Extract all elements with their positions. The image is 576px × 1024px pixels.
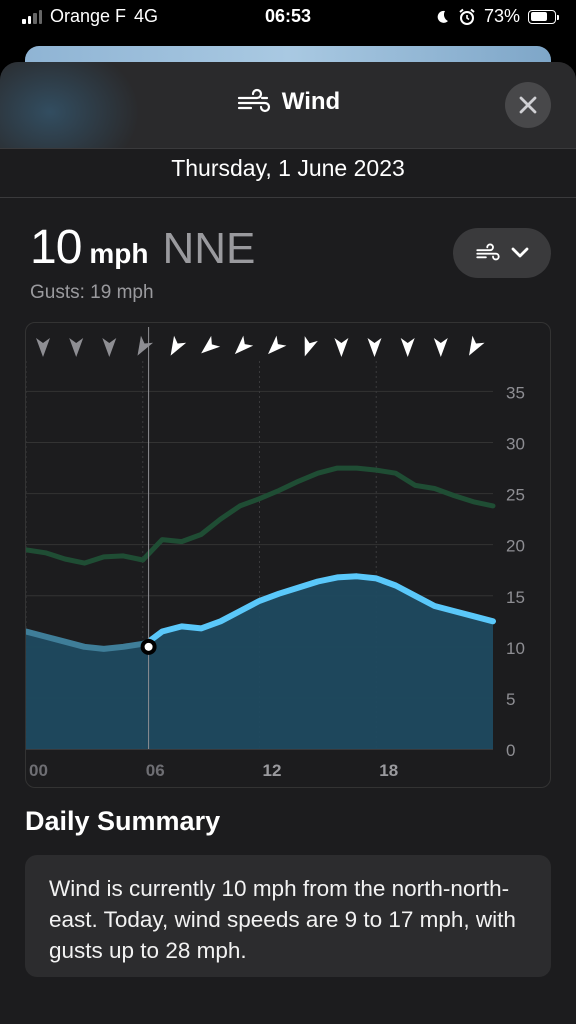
y-tick-label: 35 xyxy=(506,383,525,402)
wind-direction-arrow xyxy=(469,335,485,356)
gusts-label: Gusts: 19 mph xyxy=(30,282,154,303)
wind-icon xyxy=(237,88,270,113)
wind-direction-arrow xyxy=(367,338,382,357)
wind-direction-arrow xyxy=(433,338,448,357)
current-wind: 10 mph NNE xyxy=(30,220,255,275)
close-icon xyxy=(519,96,537,114)
wind-direction-arrow xyxy=(334,338,349,357)
wind-direction-arrow xyxy=(170,335,187,356)
wind-area xyxy=(26,576,493,749)
wind-direction-arrow xyxy=(201,335,221,354)
wind-direction-arrow xyxy=(36,338,50,357)
x-tick-label: 06 xyxy=(146,761,165,780)
y-tick-label: 20 xyxy=(506,537,525,556)
metric-selector-button[interactable] xyxy=(453,228,551,278)
carrier-label: Orange F xyxy=(50,6,127,26)
wind-direction-arrow xyxy=(400,338,415,357)
gust-line xyxy=(26,465,496,566)
wind-unit: mph xyxy=(89,238,149,269)
wind-direction-arrow xyxy=(137,335,154,356)
current-marker-dot xyxy=(144,642,153,651)
wind-direction-arrow xyxy=(268,335,287,355)
x-tick-label: 00 xyxy=(29,761,48,780)
x-tick-label: 18 xyxy=(379,761,398,780)
wind-line-past xyxy=(26,628,149,652)
wind-sheet: Wind Thursday, 1 June 2023 10 mph NNE Gu… xyxy=(0,62,576,1024)
alarm-icon xyxy=(459,8,475,25)
wind-chart[interactable]: 0 5 10 15 20 25 30 35 00 06 12 18 xyxy=(25,322,551,788)
y-tick-label: 0 xyxy=(506,741,515,760)
y-tick-label: 25 xyxy=(506,486,525,505)
signal-icon xyxy=(22,9,42,24)
wind-icon xyxy=(476,243,500,261)
close-button[interactable] xyxy=(505,82,551,128)
wind-direction-arrow xyxy=(102,338,117,357)
clock: 06:53 xyxy=(264,6,312,26)
x-tick-label: 12 xyxy=(263,761,282,780)
moon-icon xyxy=(437,10,448,23)
wind-direction-arrow xyxy=(69,338,84,357)
y-tick-label: 5 xyxy=(506,690,515,709)
summary-text: Wind is currently 10 mph from the north-… xyxy=(49,876,516,963)
wind-line xyxy=(148,573,496,645)
chevron-down-icon xyxy=(511,247,529,258)
y-tick-label: 15 xyxy=(506,588,525,607)
wind-direction: NNE xyxy=(162,224,256,273)
sheet-title: Wind xyxy=(281,88,341,115)
status-bar: Orange F 4G 06:53 73% xyxy=(0,0,576,34)
network-label: 4G xyxy=(134,6,159,26)
battery-percent: 73% xyxy=(483,6,520,26)
summary-title: Daily Summary xyxy=(25,806,221,836)
date-label: Thursday, 1 June 2023 xyxy=(0,148,576,198)
wind-direction-arrow xyxy=(304,336,318,357)
wind-chart-svg: 0 5 10 15 20 25 30 35 00 06 12 18 xyxy=(26,327,525,780)
y-tick-label: 30 xyxy=(506,435,525,454)
wind-speed: 10 xyxy=(30,221,82,274)
wind-direction-arrow xyxy=(234,335,254,355)
y-tick-label: 10 xyxy=(506,639,525,658)
summary-card: Wind is currently 10 mph from the north-… xyxy=(25,855,551,977)
sheet-header: Wind xyxy=(0,62,576,182)
battery-icon xyxy=(528,9,559,24)
